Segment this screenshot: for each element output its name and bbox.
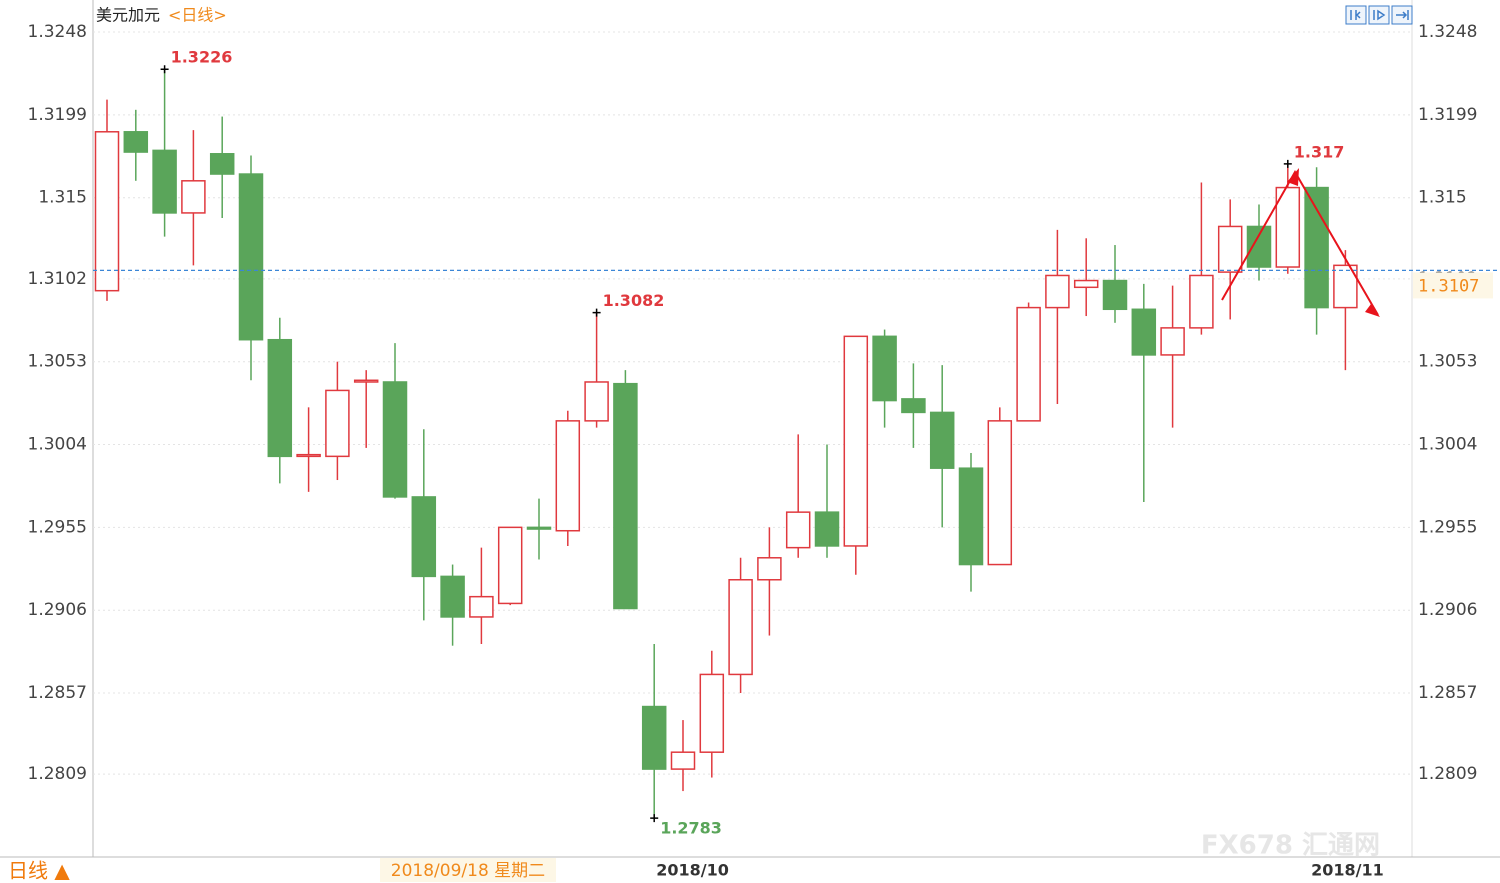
y2-tick-label: 1.315 <box>1418 188 1467 208</box>
candle-body <box>94 131 120 292</box>
candle-body <box>785 511 811 549</box>
candle-body <box>843 335 869 547</box>
candle-body <box>411 496 437 578</box>
candle-body <box>181 180 206 214</box>
candle-body <box>325 389 350 458</box>
candle-body <box>1246 225 1272 268</box>
candle-body <box>670 751 696 770</box>
candle-body <box>497 526 523 605</box>
candle-body <box>757 557 782 581</box>
last-price-box <box>1413 272 1493 299</box>
y2-tick-label: 1.3248 <box>1418 22 1477 42</box>
y2-tick-label: 1.2955 <box>1418 517 1477 537</box>
extreme-marker <box>1283 159 1292 168</box>
candle-body <box>526 526 552 530</box>
candle-body <box>1304 186 1329 309</box>
extreme-marker <box>650 814 659 823</box>
y-tick-label: 1.2906 <box>28 600 87 620</box>
candle-body <box>1189 274 1214 329</box>
candle-body <box>1160 327 1185 356</box>
y2-tick-label: 1.3004 <box>1418 435 1477 455</box>
candle-body <box>296 453 321 458</box>
y2-tick-label: 1.2857 <box>1418 683 1477 703</box>
candle-body <box>353 379 379 383</box>
candle-body <box>1102 279 1128 311</box>
trend-arrow <box>1221 169 1379 316</box>
candle-body <box>1016 306 1041 422</box>
y2-tick-label: 1.3053 <box>1418 352 1477 372</box>
y-tick-label: 1.3199 <box>28 105 87 125</box>
candle-body <box>1073 279 1099 289</box>
x-tick-label: 2018/11 <box>1311 861 1384 880</box>
y-tick-label: 1.3102 <box>28 269 87 289</box>
candle-body <box>469 595 494 618</box>
candle-body <box>699 673 725 753</box>
candle-body <box>267 338 293 458</box>
y2-tick-label: 1.2809 <box>1418 764 1477 784</box>
y-tick-label: 1.2809 <box>28 764 87 784</box>
chart-title: 美元加元 <box>96 6 160 25</box>
candle-body <box>555 420 581 532</box>
last-price-label: 1.3107 <box>1418 276 1479 296</box>
extreme-label: 1.317 <box>1294 142 1345 161</box>
candle-body <box>382 381 408 498</box>
extreme-label: 1.3226 <box>171 48 233 67</box>
y2-tick-label: 1.3199 <box>1418 105 1477 125</box>
arrow-heads <box>1287 168 1380 317</box>
watermark: FX678 汇通网 <box>1201 831 1380 861</box>
plot: 1.3248 1.3248 1.3199 1.3199 1.315 1.315 1.3102… <box>28 22 1500 880</box>
candle-body <box>1045 274 1070 309</box>
y-tick-label: 1.2955 <box>28 517 87 537</box>
y-tick-label: 1.3053 <box>28 352 87 372</box>
candle-body <box>641 705 667 770</box>
extreme-marker <box>160 65 169 74</box>
candle-body <box>901 398 926 414</box>
candle-body <box>209 153 235 175</box>
extreme-marker <box>592 308 601 317</box>
candle-body <box>1275 186 1301 268</box>
candle-body <box>1333 264 1358 309</box>
crosshair-date-box <box>380 858 556 882</box>
candle-body <box>440 575 465 618</box>
y-tick-label: 1.315 <box>38 188 87 208</box>
candle-body <box>613 382 638 610</box>
candle-body <box>872 335 897 402</box>
toolbar[interactable] <box>1345 5 1413 25</box>
y-tick-label: 1.3248 <box>28 22 87 42</box>
period-button[interactable]: 日线 ▲ <box>8 859 70 883</box>
y-tick-label: 1.3004 <box>28 435 87 455</box>
candle-body <box>814 511 840 547</box>
candle-body <box>987 420 1013 566</box>
candle-body <box>152 149 177 214</box>
toolbar-icons <box>1350 9 1409 21</box>
extreme-label: 1.2783 <box>660 819 722 838</box>
period-label: <日线> <box>168 6 227 25</box>
x-tick-label: 2018/10 <box>656 861 729 880</box>
candle-body <box>958 467 984 566</box>
extreme-label: 1.3082 <box>603 291 665 310</box>
candle-body <box>1131 308 1157 356</box>
play-button[interactable] <box>1368 5 1390 25</box>
crosshair-date: 2018/09/18 星期二 <box>391 861 545 881</box>
candle-body <box>929 411 955 469</box>
candle-body <box>238 173 264 341</box>
candle-body <box>123 131 149 153</box>
candle-body <box>1217 225 1243 273</box>
candle-body <box>584 381 609 422</box>
y-tick-label: 1.2857 <box>28 683 87 703</box>
candle-body <box>728 579 753 676</box>
y2-tick-label: 1.2906 <box>1418 600 1477 620</box>
